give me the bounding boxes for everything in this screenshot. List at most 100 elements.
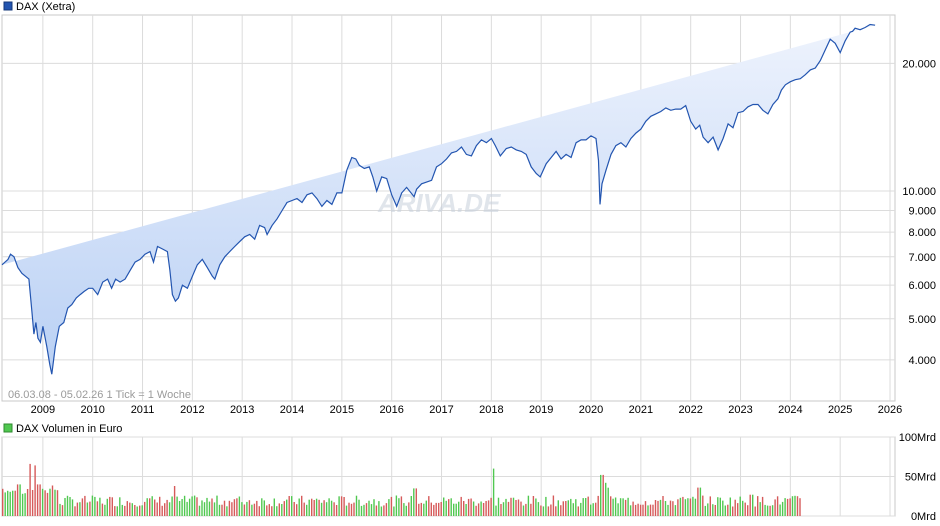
volume-bar — [759, 502, 761, 516]
volume-bar — [560, 505, 562, 516]
volume-bar — [136, 506, 138, 516]
x-tick-label: 2016 — [379, 404, 403, 416]
volume-bar — [266, 505, 268, 516]
volume-bar — [276, 506, 278, 516]
volume-bar — [540, 505, 542, 516]
volume-bar — [29, 463, 31, 516]
x-tick-label: 2010 — [80, 404, 104, 416]
volume-bar — [570, 498, 572, 516]
volume-bar — [520, 501, 522, 516]
volume-bar — [632, 501, 634, 516]
volume-bar — [64, 498, 66, 516]
volume-bar — [191, 496, 193, 516]
volume-bar — [614, 497, 617, 516]
volume-bar — [512, 497, 515, 516]
volume-bar — [61, 505, 64, 516]
x-tick-label: 2023 — [728, 404, 752, 416]
volume-bar — [228, 500, 231, 516]
volume-bar — [69, 497, 71, 516]
volume-bar — [315, 498, 318, 516]
volume-bar — [313, 500, 315, 516]
volume-bar — [403, 503, 405, 516]
volume-bar — [430, 502, 432, 516]
volume-bar — [502, 502, 505, 516]
volume-bar — [719, 497, 721, 516]
volume-bar — [562, 501, 564, 516]
volume-bar — [590, 504, 592, 516]
volume-bar — [629, 505, 632, 516]
volume-bar — [428, 496, 430, 516]
volume-bar — [717, 497, 719, 516]
volume-bar — [672, 501, 674, 516]
volume-panel: 0Mrd 50Mrd 100Mrd — [1, 432, 936, 523]
volume-bar — [144, 501, 146, 516]
volume-bar — [495, 505, 497, 516]
volume-bar — [794, 495, 796, 516]
volume-bar — [600, 474, 602, 516]
volume-bar — [196, 497, 198, 516]
volume-bar — [537, 502, 540, 516]
x-tick-label: 2009 — [31, 404, 55, 416]
volume-y-tick-label: 50Mrd — [905, 472, 936, 484]
volume-bar — [278, 503, 280, 516]
volume-bar — [36, 484, 39, 516]
volume-bar — [296, 504, 298, 516]
volume-bar — [465, 504, 467, 516]
volume-bar — [343, 497, 345, 516]
volume-bar — [388, 499, 390, 516]
volume-bar — [455, 503, 457, 516]
volume-bar — [727, 504, 729, 516]
volume-bar — [186, 501, 188, 516]
x-tick-label: 2018 — [479, 404, 503, 416]
volume-bar — [517, 499, 520, 516]
volume-bar — [607, 487, 609, 516]
price-y-tick-label: 7.000 — [908, 252, 936, 264]
volume-bar — [567, 500, 569, 516]
volume-bar — [193, 495, 196, 516]
volume-bar — [164, 503, 166, 516]
volume-bar — [253, 503, 256, 516]
volume-bar — [771, 505, 774, 516]
volume-bar — [340, 496, 343, 516]
price-y-tick-label: 4.000 — [908, 355, 936, 367]
volume-bar — [233, 499, 236, 516]
volume-bar — [268, 504, 270, 516]
volume-bar — [146, 498, 148, 516]
volume-bar — [375, 505, 378, 516]
volume-bar — [418, 503, 420, 516]
volume-bar — [119, 497, 121, 516]
volume-bar — [311, 498, 313, 516]
volume-bar — [79, 502, 81, 516]
volume-bar — [545, 496, 547, 516]
volume-bar — [687, 498, 689, 516]
volume-bar — [667, 504, 669, 516]
volume-bar — [231, 502, 233, 516]
volume-bar — [134, 505, 136, 516]
volume-bar — [139, 505, 141, 516]
volume-bar — [500, 504, 502, 516]
price-legend-label: DAX (Xetra) — [16, 1, 75, 13]
volume-bar — [532, 496, 535, 516]
x-tick-label: 2012 — [180, 404, 204, 416]
volume-bar — [702, 495, 704, 516]
volume-bar — [747, 505, 749, 516]
volume-bar — [652, 504, 654, 516]
volume-bar — [76, 502, 79, 516]
volume-bar — [156, 502, 158, 516]
volume-bar — [111, 497, 113, 516]
volume-bar — [752, 494, 754, 516]
volume-bar — [350, 503, 353, 516]
volume-bar — [208, 501, 211, 516]
x-tick-label: 2024 — [778, 404, 802, 416]
volume-bar — [682, 496, 684, 516]
x-tick-label: 2013 — [230, 404, 254, 416]
volume-bar — [458, 501, 460, 516]
volume-bar — [365, 503, 368, 516]
volume-bar — [203, 502, 206, 516]
volume-bar — [368, 500, 370, 516]
volume-bar — [400, 496, 403, 516]
volume-bar — [251, 504, 253, 516]
range-note: 06.03.08 - 05.02.26 1 Tick = 1 Woche — [8, 389, 191, 401]
volume-bar — [206, 497, 208, 516]
